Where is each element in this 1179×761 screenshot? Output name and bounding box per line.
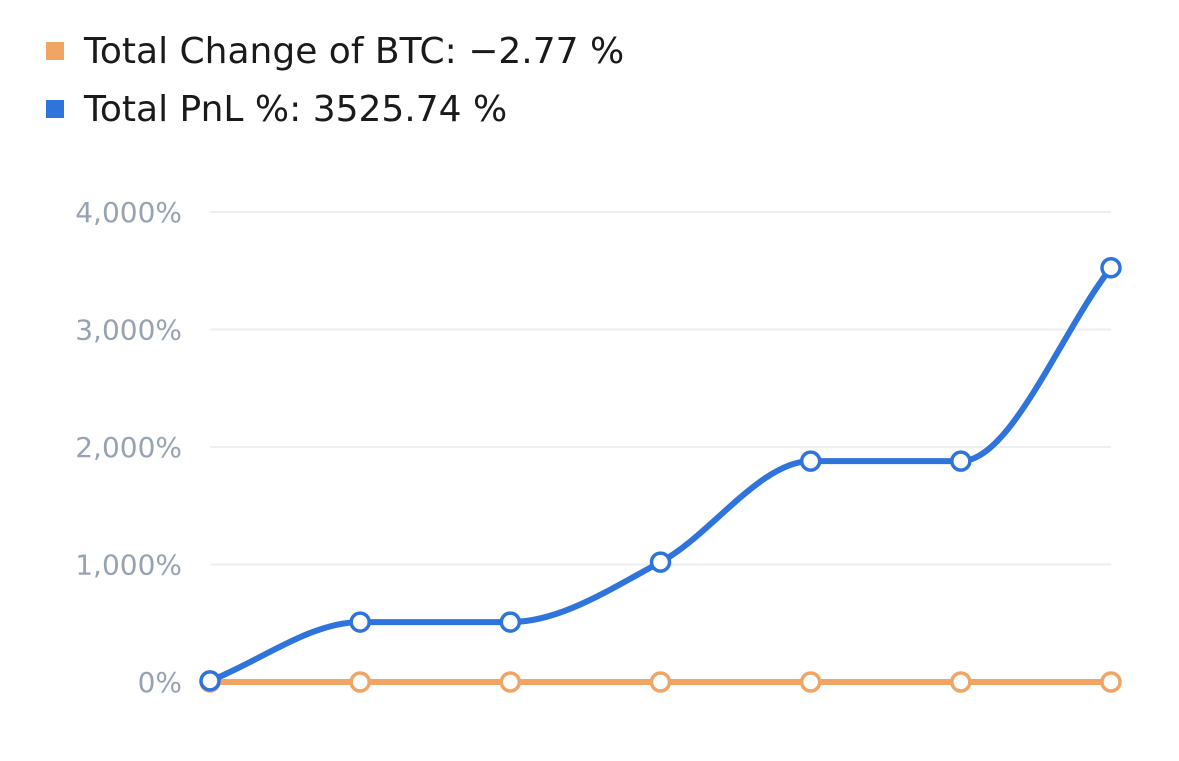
legend: Total Change of BTC: −2.77 % Total PnL %… [46, 22, 624, 138]
legend-item-pnl[interactable]: Total PnL %: 3525.74 % [46, 80, 624, 138]
data-point-pnl[interactable] [349, 611, 371, 633]
legend-item-btc[interactable]: Total Change of BTC: −2.77 % [46, 22, 624, 80]
data-point-btc[interactable] [649, 671, 672, 693]
data-point-pnl[interactable] [499, 611, 522, 633]
data-point-btc[interactable] [950, 671, 972, 693]
y-tick-label: 3,000% [75, 314, 182, 347]
legend-label-btc: Total Change of BTC: −2.77 % [84, 30, 625, 72]
y-tick-label: 1,000% [75, 549, 182, 582]
data-point-btc[interactable] [1100, 671, 1122, 693]
data-point-pnl[interactable] [199, 670, 221, 692]
y-tick-label: 0% [138, 666, 182, 699]
legend-swatch-pnl [46, 100, 64, 118]
data-point-pnl[interactable] [1100, 256, 1122, 279]
data-point-btc[interactable] [799, 671, 822, 693]
y-axis-ticks: 0% 1,000% 2,000% 3,000% 4,000% [75, 196, 182, 699]
data-point-btc[interactable] [349, 671, 371, 693]
data-point-pnl[interactable] [649, 551, 672, 573]
data-points [199, 256, 1122, 693]
legend-label-pnl: Total PnL %: 3525.74 % [84, 88, 508, 130]
y-tick-label: 4,000% [75, 196, 182, 229]
grid-lines [210, 211, 1111, 566]
data-point-pnl[interactable] [799, 450, 822, 472]
data-point-pnl[interactable] [950, 450, 972, 472]
data-point-btc[interactable] [499, 671, 522, 693]
y-tick-label: 2,000% [75, 431, 182, 464]
legend-swatch-btc [46, 42, 64, 60]
